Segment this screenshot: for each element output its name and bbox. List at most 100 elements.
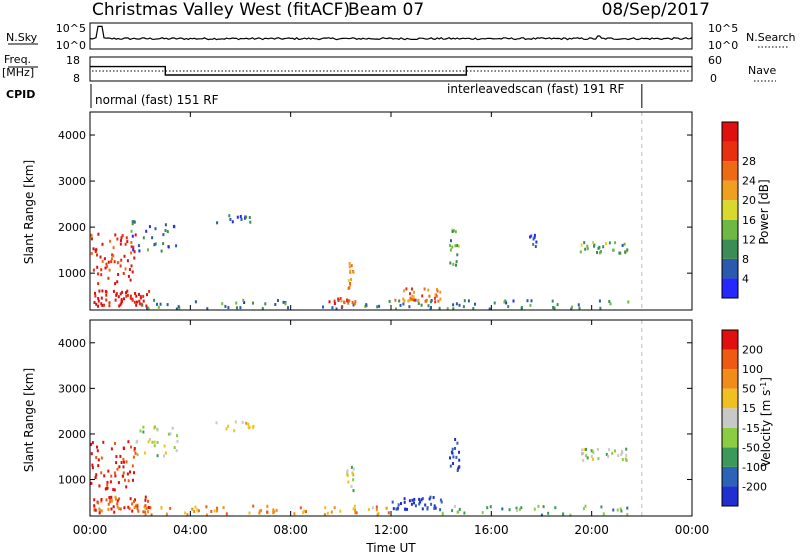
data-cell xyxy=(146,307,149,311)
data-cell xyxy=(452,229,455,233)
data-cell xyxy=(144,495,147,499)
data-cell xyxy=(122,465,125,469)
data-cell xyxy=(608,300,611,303)
data-cell xyxy=(428,497,431,501)
data-cell xyxy=(95,473,98,477)
data-cell xyxy=(102,440,105,444)
data-cell xyxy=(126,472,129,476)
data-cell xyxy=(323,513,326,516)
cpid-segment-1: normal (fast) 151 RF xyxy=(95,93,219,107)
data-cell xyxy=(530,299,533,303)
data-cell xyxy=(114,441,116,445)
data-cell xyxy=(533,507,536,511)
data-cell xyxy=(352,489,355,493)
data-cell xyxy=(387,511,390,515)
velocity-cbar-tick: -200 xyxy=(742,480,767,493)
data-cell xyxy=(355,511,358,515)
data-cell xyxy=(252,301,254,305)
freq-line xyxy=(90,65,692,76)
data-cell xyxy=(124,267,127,271)
data-cell xyxy=(138,302,141,306)
data-cell xyxy=(367,508,370,511)
data-cell xyxy=(248,425,251,429)
data-cell xyxy=(129,497,132,501)
data-cell xyxy=(305,510,307,514)
data-cell xyxy=(110,447,113,451)
data-cell xyxy=(90,481,93,485)
x-tick-label: 16:00 xyxy=(474,523,509,537)
data-cell xyxy=(584,504,587,508)
data-cell xyxy=(449,248,452,252)
data-cell xyxy=(163,454,165,458)
data-cell xyxy=(275,508,278,512)
data-cell xyxy=(221,302,224,306)
data-cell xyxy=(252,504,255,508)
data-cell xyxy=(107,260,110,264)
data-cell xyxy=(98,484,101,488)
data-cell xyxy=(578,306,581,310)
data-cell xyxy=(132,500,135,504)
data-cell xyxy=(122,272,125,275)
data-cell xyxy=(333,302,336,305)
data-cell xyxy=(138,299,141,303)
data-cell xyxy=(157,305,160,309)
data-cell xyxy=(134,451,137,455)
data-cell xyxy=(436,289,439,293)
y-tick-label: 4000 xyxy=(58,337,86,350)
data-cell xyxy=(139,296,142,300)
data-cell xyxy=(131,220,134,223)
data-cell xyxy=(117,481,120,485)
data-cell xyxy=(413,298,416,302)
data-cell xyxy=(515,506,518,510)
data-cell xyxy=(156,428,159,432)
velocity-ylabel: Slant Range [km] xyxy=(22,368,36,472)
data-cell xyxy=(112,488,115,492)
data-cell xyxy=(414,504,417,508)
data-cell xyxy=(135,303,138,307)
data-cell xyxy=(438,306,441,310)
data-cell xyxy=(93,301,96,304)
data-cell xyxy=(417,302,420,305)
data-cell xyxy=(225,427,228,431)
data-cell xyxy=(388,299,391,303)
data-cell xyxy=(120,239,122,243)
data-cell xyxy=(322,305,324,309)
data-cell xyxy=(123,506,126,510)
data-cell xyxy=(110,257,113,261)
data-cell xyxy=(121,290,124,294)
data-cell xyxy=(625,453,628,457)
data-cell xyxy=(602,512,605,516)
data-cell xyxy=(108,304,111,308)
data-cell xyxy=(112,254,115,258)
data-cell xyxy=(406,507,408,511)
data-cell xyxy=(607,454,610,458)
data-cell xyxy=(346,471,348,475)
data-cell xyxy=(537,504,540,508)
data-cell xyxy=(148,289,151,293)
data-cell xyxy=(609,302,612,306)
data-cell xyxy=(458,458,461,462)
data-cell xyxy=(135,294,138,298)
velocity-scatter xyxy=(90,420,629,517)
data-cell xyxy=(103,257,106,261)
power-colorbar: 4 8 12 16 20 24 28 xyxy=(721,121,756,299)
data-cell xyxy=(458,507,461,511)
data-cell xyxy=(429,495,432,499)
data-cell xyxy=(409,296,412,300)
data-cell xyxy=(96,501,99,505)
data-cell xyxy=(440,500,443,504)
data-cell xyxy=(205,513,208,517)
data-cell xyxy=(133,256,136,260)
data-cell xyxy=(452,262,455,266)
data-cell xyxy=(106,486,109,490)
data-cell xyxy=(420,303,423,307)
data-cell xyxy=(423,287,426,291)
data-cell xyxy=(191,507,194,511)
data-cell xyxy=(581,452,584,456)
data-cell xyxy=(105,262,108,266)
data-cell xyxy=(486,506,489,510)
data-cell xyxy=(129,296,132,300)
power-cbar-tick: 20 xyxy=(742,194,756,207)
data-cell xyxy=(97,304,99,308)
data-cell xyxy=(138,249,141,253)
